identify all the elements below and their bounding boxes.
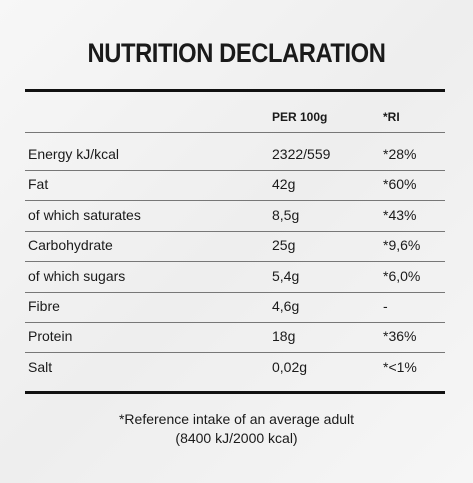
per-100g-value: 4,6g [272, 298, 300, 314]
rule-header [25, 132, 445, 133]
ri-value: *36% [383, 328, 417, 345]
row-divider [25, 230, 445, 232]
footnote-line: *Reference intake of an average adult [118, 411, 355, 427]
ri-value: *60% [383, 176, 417, 193]
per-100g-value: 18g [272, 328, 296, 345]
title: NUTRITION DECLARATION [87, 38, 386, 68]
nutrient-name: of which sugars [28, 267, 126, 284]
per-100g-value: 5,4g [272, 267, 300, 284]
per-100g-value: 8,5g [272, 206, 300, 223]
nutrient-name: of which saturates [28, 206, 141, 223]
per-100g-value: 0,02g [272, 358, 308, 375]
per-100g-value: 42g [272, 176, 296, 193]
header-per-100g: PER 100g [272, 110, 328, 124]
nutrient-name: Protein [28, 328, 73, 345]
per-100g-value: 25g [272, 237, 296, 254]
ri-value: *6,0% [383, 267, 421, 284]
row-divider [25, 170, 445, 171]
nutrient-name: Fat [28, 176, 49, 193]
rule-bottom [25, 391, 445, 394]
footnote-line: (8400 kJ/2000 kcal) [175, 430, 298, 446]
nutrient-name: Carbohydrate [28, 237, 113, 254]
row-divider [25, 352, 445, 354]
ri-value: *9,6% [383, 237, 421, 254]
rule-top [25, 89, 445, 92]
ri-value: *<1% [383, 358, 417, 375]
row-divider [25, 261, 445, 263]
nutrient-name: Salt [28, 358, 53, 375]
row-divider [25, 291, 445, 293]
per-100g-value: 2322/559 [272, 146, 331, 162]
header-ri: *RI [383, 110, 400, 124]
nutrient-name: Fibre [28, 298, 60, 314]
ri-value: *43% [383, 206, 417, 223]
row-divider [25, 322, 445, 323]
row-divider [25, 200, 445, 202]
ri-value: - [383, 298, 388, 314]
nutrient-name: Energy kJ/kcal [28, 146, 120, 162]
ri-value: *28% [383, 146, 417, 162]
